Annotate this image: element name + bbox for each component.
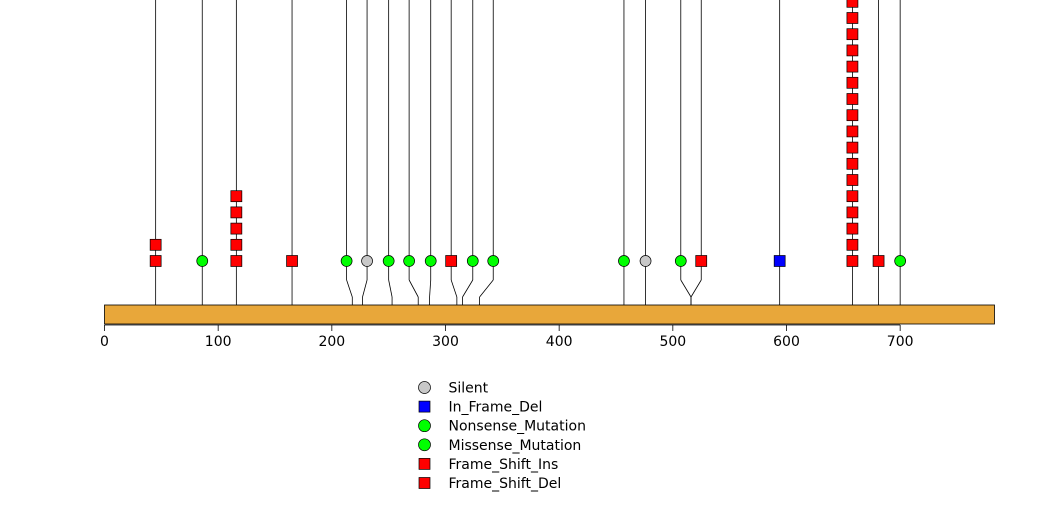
protein-bar — [104, 304, 995, 325]
mutation-marker-square — [846, 125, 859, 138]
mutation-marker-circle — [894, 255, 907, 267]
stem-connector — [346, 279, 353, 298]
mutation-marker-square — [846, 206, 859, 219]
legend-label: Frame_Shift_Del — [449, 476, 562, 492]
x-axis-tick-label: 600 — [773, 334, 800, 350]
mutation-marker-square — [230, 222, 243, 235]
mutation-marker-square — [846, 44, 859, 57]
stem-connector — [690, 279, 702, 298]
mutation-marker-square — [846, 255, 859, 267]
mutation-marker-circle — [487, 255, 500, 267]
stem-layer — [155, 0, 901, 324]
mutation-marker-square — [846, 12, 859, 24]
stem-connector — [680, 279, 692, 298]
stem-connector — [462, 279, 474, 298]
mutation-marker-circle — [361, 255, 373, 267]
mutation-marker-circle — [403, 255, 415, 267]
mutation-marker-square — [846, 222, 859, 235]
mutation-marker-square — [695, 255, 708, 267]
legend-label: In_Frame_Del — [449, 400, 543, 416]
x-axis-tick-label: 0 — [100, 334, 109, 350]
mutation-marker-circle — [196, 255, 209, 267]
mutation-marker-circle — [639, 255, 652, 267]
legend-swatch-square — [418, 400, 431, 413]
legend-swatch-square — [418, 477, 431, 489]
legend-swatch-circle — [418, 381, 431, 394]
legend-label: Missense_Mutation — [449, 438, 582, 454]
mutation-marker-circle — [674, 255, 687, 267]
x-axis-tick-label: 400 — [546, 334, 573, 350]
stem-connector — [429, 279, 432, 298]
legend-swatch-square — [418, 458, 431, 470]
x-axis-tick-label: 300 — [432, 334, 459, 350]
mutation-marker-square — [846, 238, 859, 251]
stem-connector — [408, 279, 419, 298]
mutation-marker-square — [230, 255, 243, 267]
stem-connector — [388, 279, 393, 298]
mutation-marker-square — [846, 109, 859, 122]
mutation-marker-circle — [382, 255, 395, 267]
mutation-marker-square — [846, 76, 859, 89]
mutation-marker-square — [445, 255, 458, 267]
mutation-marker-circle — [466, 255, 479, 267]
mutation-marker-square — [773, 255, 786, 267]
mutation-marker-square — [149, 238, 162, 251]
mutation-marker-square — [846, 0, 859, 8]
mutation-marker-square — [846, 174, 859, 186]
legend-swatch-circle — [418, 438, 431, 452]
protein-bar-layer — [104, 304, 995, 325]
stem-connector — [479, 279, 494, 298]
marker-layer — [149, 0, 907, 267]
mutation-marker-square — [846, 141, 859, 154]
mutation-marker-square — [230, 190, 243, 203]
stem-connector — [362, 279, 368, 298]
legend-label: Nonsense_Mutation — [449, 419, 586, 435]
mutation-marker-square — [286, 255, 298, 267]
mutation-marker-square — [846, 190, 859, 203]
x-axis-tick-label: 200 — [318, 334, 345, 350]
mutation-marker-square — [149, 255, 162, 267]
x-axis-tick-label: 500 — [659, 334, 686, 350]
mutation-marker-circle — [340, 255, 353, 267]
mutation-marker-square — [230, 206, 243, 219]
legend-label: Frame_Shift_Ins — [449, 457, 559, 473]
mutation-marker-circle — [424, 255, 437, 267]
mutation-marker-square — [846, 60, 859, 73]
legend-label: Silent — [449, 381, 489, 397]
mutation-marker-square — [872, 255, 885, 267]
mutation-marker-circle — [618, 255, 630, 267]
legend-swatch-circle — [418, 419, 431, 433]
mutation-marker-square — [846, 28, 859, 41]
x-axis: 0 100 200 300 400 500 600 700 — [100, 324, 914, 350]
legend: Silent In_Frame_Del Nonsense_Mutation Misse… — [418, 381, 586, 492]
mutation-marker-square — [230, 238, 243, 251]
mutation-marker-square — [846, 93, 859, 105]
stem-connector — [450, 279, 458, 298]
x-axis-tick-label: 700 — [887, 334, 914, 350]
mutation-marker-square — [846, 157, 859, 170]
x-axis-tick-label: 100 — [205, 334, 232, 350]
